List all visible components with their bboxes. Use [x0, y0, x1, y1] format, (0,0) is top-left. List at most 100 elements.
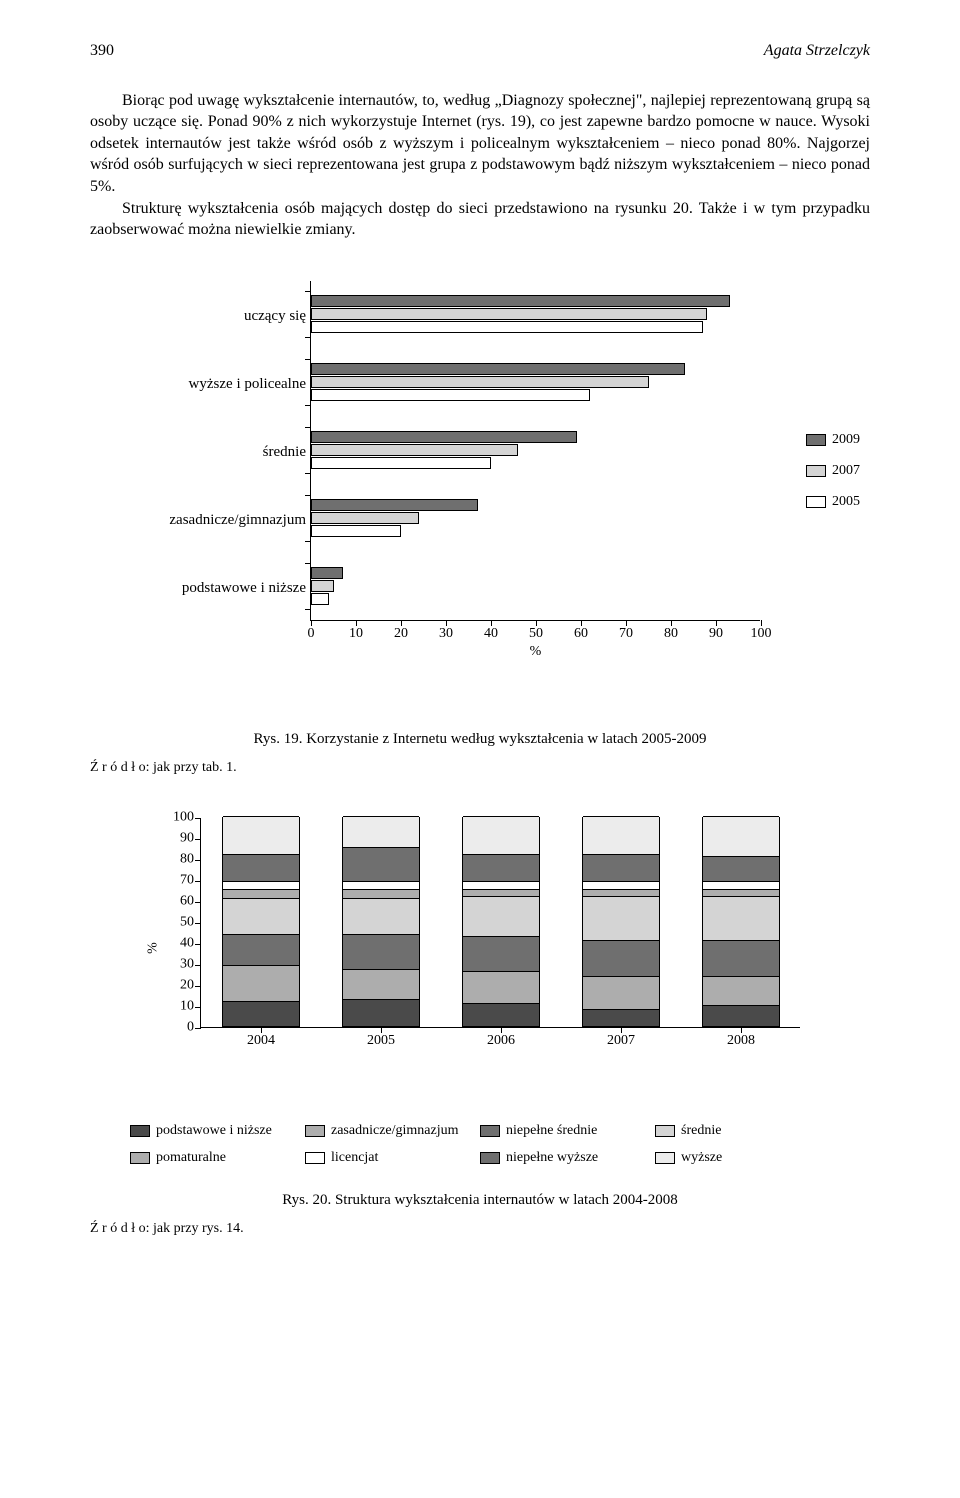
legend-swatch [305, 1152, 325, 1164]
chart2-segment [343, 889, 419, 897]
chart1-xlabel: 70 [619, 625, 633, 644]
chart2-segment [223, 934, 299, 966]
chart1-bar [311, 567, 343, 579]
chart2-legend: podstawowe i niższe zasadnicze/gimnazjum n… [130, 1122, 830, 1168]
chart2-ylabel: 60 [180, 892, 194, 911]
legend-label: zasadnicze/gimnazjum [331, 1122, 459, 1141]
chart2-segment [463, 936, 539, 972]
chart2-bar [222, 817, 300, 1027]
chart1-xlabel: 0 [308, 625, 315, 644]
legend-label: podstawowe i niższe [156, 1122, 272, 1141]
legend-label: średnie [681, 1122, 721, 1141]
paragraph-2: Strukturę wykształcenia osób mających do… [90, 198, 870, 241]
chart2-ytick [195, 818, 201, 819]
chart2-segment [223, 816, 299, 854]
chart1-ytick [305, 541, 311, 542]
chart1-xlabel: 80 [664, 625, 678, 644]
chart1-x-axis-label: % [530, 643, 542, 662]
chart2-ytick [195, 839, 201, 840]
chart2-segment [463, 896, 539, 936]
chart2-segment [343, 999, 419, 1026]
legend-swatch [480, 1152, 500, 1164]
chart1-ytick [305, 563, 311, 564]
chart1-bar [311, 389, 590, 401]
chart2-ylabel: 0 [187, 1018, 194, 1037]
page-header: 390 Agata Strzelczyk [90, 40, 870, 62]
chart2-segment [583, 976, 659, 1010]
legend-swatch [130, 1152, 150, 1164]
legend-swatch [655, 1152, 675, 1164]
chart1-bar [311, 431, 577, 443]
chart2-y-axis-label: % [145, 942, 164, 954]
chart2-legend-item: licencjat [305, 1149, 480, 1168]
chart1-ytick [305, 495, 311, 496]
legend-label: 2007 [832, 462, 860, 481]
chart2-legend-item: podstawowe i niższe [130, 1122, 305, 1141]
chart1-ytick [305, 337, 311, 338]
chart2-segment [223, 898, 299, 934]
chart2-segment [223, 1001, 299, 1026]
chart1-xlabel: 60 [574, 625, 588, 644]
chart2-segment [463, 1003, 539, 1026]
page-number: 390 [90, 40, 114, 62]
chart2-xlabel: 2006 [487, 1032, 515, 1051]
chart1-xlabel: 40 [484, 625, 498, 644]
figure-19: % 0102030405060708090100 200920072005 uc… [90, 281, 870, 749]
chart2-bar [702, 817, 780, 1027]
chart1-ytick [305, 405, 311, 406]
chart1-legend-item: 2009 [806, 431, 860, 450]
chart2-legend-item: zasadnicze/gimnazjum [305, 1122, 480, 1141]
chart1-legend: 200920072005 [806, 431, 860, 524]
chart2-segment [703, 896, 779, 940]
chart2-segment [703, 940, 779, 976]
chart2-ytick [195, 902, 201, 903]
chart2-container: % 20042005200620072008 01020304050607080… [130, 818, 830, 1078]
source-prefix: Ź r ó d ł o: [90, 1221, 150, 1236]
chart2-xlabel: 2008 [727, 1032, 755, 1051]
chart2-ytick [195, 923, 201, 924]
chart1-ytick [305, 473, 311, 474]
paragraph-1: Biorąc pod uwagę wykształcenie internaut… [90, 90, 870, 198]
chart2-segment [703, 1005, 779, 1026]
legend-swatch [305, 1125, 325, 1137]
legend-label: niepełne średnie [506, 1122, 597, 1141]
chart1-xlabel: 90 [709, 625, 723, 644]
chart2-ytick [195, 986, 201, 987]
figure-19-caption: Rys. 19. Korzystanie z Internetu według … [90, 729, 870, 749]
chart1-category-label: wyższe i policealne [189, 374, 306, 394]
chart2-segment [583, 881, 659, 889]
chart2-segment [463, 816, 539, 854]
chart2-ylabel: 40 [180, 934, 194, 953]
chart2-segment [583, 889, 659, 895]
chart2-ylabel: 70 [180, 871, 194, 890]
chart2-segment [463, 971, 539, 1003]
chart2-xlabel: 2007 [607, 1032, 635, 1051]
chart2-xlabel: 2004 [247, 1032, 275, 1051]
chart1-xlabel: 20 [394, 625, 408, 644]
chart2-ylabel: 90 [180, 829, 194, 848]
legend-swatch [806, 434, 826, 446]
chart2-legend-item: niepełne wyższe [480, 1149, 655, 1168]
chart2-segment [703, 816, 779, 856]
chart2-segment [343, 847, 419, 881]
chart2-segment [223, 889, 299, 897]
chart1-ytick [305, 609, 311, 610]
legend-swatch [806, 496, 826, 508]
chart2-ytick [195, 944, 201, 945]
chart2-segment [463, 881, 539, 889]
chart2-ylabel: 10 [180, 997, 194, 1016]
chart1-bar [311, 321, 703, 333]
chart2-ytick [195, 965, 201, 966]
chart2-segment [223, 881, 299, 889]
chart1-container: % 0102030405060708090100 200920072005 uc… [130, 281, 830, 681]
chart2-segment [703, 856, 779, 881]
chart2-segment [343, 816, 419, 848]
chart2-legend-item: pomaturalne [130, 1149, 305, 1168]
chart2-legend-item: wyższe [655, 1149, 830, 1168]
chart2-segment [343, 969, 419, 998]
chart2-segment [583, 940, 659, 976]
chart2-bar [342, 817, 420, 1027]
author-name: Agata Strzelczyk [764, 40, 870, 62]
chart2-legend-item: niepełne średnie [480, 1122, 655, 1141]
chart2-ytick [195, 881, 201, 882]
